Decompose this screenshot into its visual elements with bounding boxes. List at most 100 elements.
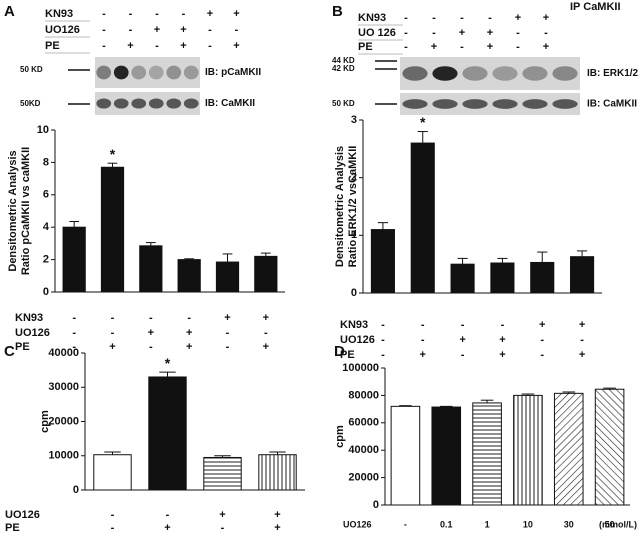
condition-mark: + [180,40,186,52]
size-label: 50 KD [20,65,43,74]
bar [62,226,86,293]
y-tick-label: 3 [351,114,357,126]
y-tick-label: 8 [43,156,49,168]
condition-mark: + [499,334,505,346]
y-tick-label: 10 [37,124,49,136]
x-tick-label: 0.1 [440,519,453,529]
condition-mark: - [226,341,230,353]
condition-mark: - [208,24,212,36]
y-axis-label: cpm [334,425,346,448]
condition-mark: + [543,12,549,24]
bar [553,392,584,506]
condition-mark: - [102,24,106,36]
condition-mark: - [235,24,239,36]
condition-mark: + [431,41,437,53]
blot-band [432,66,458,81]
condition-mark: + [186,327,192,339]
condition-name: PE [340,349,355,361]
bar [390,405,421,506]
y-tick-label: 6 [43,189,49,201]
y-axis-label: cpm [39,410,51,433]
condition-mark: + [224,312,230,324]
blot-label: IB: ERK1/2 [587,68,639,79]
condition-mark: + [459,334,465,346]
condition-name: KN93 [340,319,368,331]
y-tick-label: 30000 [48,381,79,393]
x-tick-label: - [404,519,407,529]
significance-marker: * [420,114,426,130]
condition-mark: - [381,334,385,346]
condition-name: PE [15,341,30,353]
condition-mark: + [420,349,426,361]
condition-mark: - [149,341,153,353]
bar [450,263,475,294]
y-axis-label: Densitometric Analysis [7,150,19,271]
significance-marker: * [165,355,171,371]
condition-mark: - [129,24,133,36]
blot [400,57,580,90]
y-axis-label: Densitometric Analysis [334,146,346,267]
y-tick-label: 0 [73,484,79,496]
blot-band [432,99,458,109]
condition-mark: - [72,327,76,339]
condition-mark: - [516,41,520,53]
size-label: 50 KD [332,99,355,108]
condition-mark: - [102,8,106,20]
bar [513,394,543,506]
blot-band [522,99,548,109]
condition-mark: - [580,334,584,346]
y-tick-label: 0 [351,287,357,299]
condition-name: UO126 [5,509,40,521]
condition-mark: + [219,509,225,521]
condition-mark: - [421,319,425,331]
blot-band [148,65,164,80]
y-tick-label: 40000 [48,347,79,359]
panel-label: B [332,3,343,20]
panel-label: D [334,343,345,360]
blot-label: IB: CaMKII [205,98,255,109]
condition-mark: + [487,27,493,39]
y-tick-label: 80000 [348,389,379,401]
condition-mark: - [264,327,268,339]
y-tick-label: 100000 [342,362,379,374]
significance-marker: * [110,146,116,162]
condition-mark: + [263,341,269,353]
y-axis-label: Ratio pCaMKII vs caMKII [20,147,32,275]
condition-mark: + [154,24,160,36]
blot-band [96,98,112,109]
condition-mark: + [186,341,192,353]
blot-band [402,99,428,109]
y-tick-label: 1 [351,229,357,241]
condition-mark: + [148,327,154,339]
condition-mark: - [404,12,408,24]
condition-name: UO126 [15,327,50,339]
condition-mark: - [404,41,408,53]
bar [139,245,163,293]
y-tick-label: 40000 [348,444,379,456]
condition-mark: - [72,341,76,353]
condition-name: UO 126 [358,27,396,39]
condition-mark: + [233,40,239,52]
bar [100,166,125,293]
bar [254,255,278,293]
blot-band [522,66,548,81]
x-tick-label: 50 [605,519,615,529]
size-label: 42 KD [332,64,355,73]
blot [95,92,200,115]
y-tick-label: 10000 [48,450,79,462]
y-tick-label: 2 [43,254,49,266]
y-tick-label: 20000 [348,472,379,484]
condition-mark: + [274,509,280,521]
y-tick-label: 2 [351,172,357,184]
condition-mark: - [111,327,115,339]
panel-label: A [4,3,15,20]
condition-mark: - [111,312,115,324]
y-axis-label: Ratio ERK1/2 vsCaMKII [347,146,359,268]
condition-mark: - [129,8,133,20]
condition-mark: + [579,319,585,331]
unit-label: (mmol/L) [599,519,637,529]
condition-mark: + [127,40,133,52]
condition-mark: + [499,349,505,361]
y-tick-label: 0 [43,286,49,298]
blot-band [183,65,199,80]
